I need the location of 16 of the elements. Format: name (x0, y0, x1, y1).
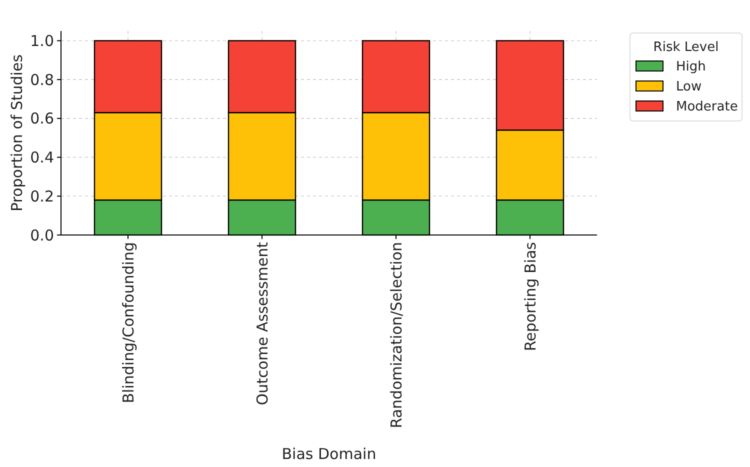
legend-label: Low (676, 80, 702, 95)
y-tick-label: 0.0 (30, 226, 54, 244)
x-axis-title: Bias Domain (282, 445, 376, 463)
y-tick-label: 0.2 (30, 187, 54, 206)
y-axis-title: Proportion of Studies (8, 54, 26, 212)
legend-title: Risk Level (653, 40, 719, 55)
legend-label: High (676, 60, 706, 75)
x-tick-label: Blinding/Confounding (119, 242, 138, 404)
y-tick-label: 0.6 (30, 110, 54, 128)
y-tick-label: 0.4 (30, 148, 54, 167)
y-tick-label: 1.0 (30, 32, 54, 50)
x-tick-label: Reporting Bias (521, 242, 540, 352)
x-tick-label: Outcome Assessment (253, 242, 272, 406)
y-tick-label: 0.8 (30, 70, 54, 89)
x-tick-label: Randomization/Selection (387, 242, 406, 428)
legend-label: Moderate (676, 100, 738, 115)
